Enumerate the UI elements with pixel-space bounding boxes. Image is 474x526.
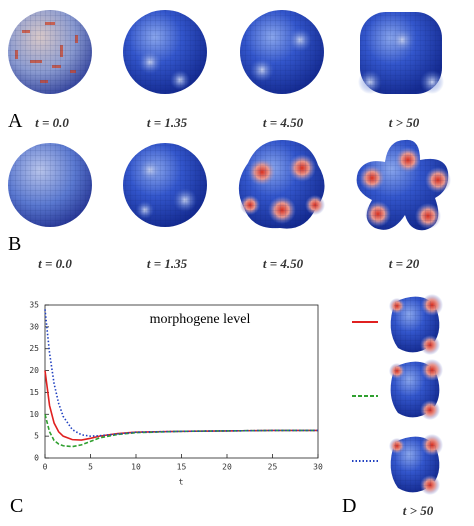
- d-shapes: [389, 294, 443, 495]
- x-tick-label: 20: [222, 463, 232, 472]
- time-label: t > 50: [403, 503, 434, 518]
- panel-label: A: [8, 110, 23, 132]
- row-b-shapes: [8, 139, 451, 231]
- y-tick-label: 0: [34, 454, 39, 463]
- time-label: t = 0.0: [35, 115, 69, 130]
- panel-label: D: [342, 495, 356, 517]
- y-tick-label: 25: [29, 344, 39, 353]
- y-tick-label: 35: [29, 301, 39, 310]
- y-tick-label: 30: [29, 322, 39, 331]
- panel-label: C: [10, 495, 23, 517]
- y-tick-label: 10: [29, 410, 39, 419]
- time-label: t = 20: [389, 256, 420, 271]
- line-chart: morphogene level t 0 5 10 15 20 25 30 35 0 5 10 15 2…: [29, 301, 323, 487]
- x-tick-label: 0: [43, 463, 48, 472]
- panel-label: B: [8, 233, 21, 255]
- time-label: t = 0.0: [38, 256, 72, 271]
- time-label: t > 50: [389, 115, 420, 130]
- y-tick-label: 20: [29, 366, 39, 375]
- annotation: morphogene level: [150, 312, 251, 327]
- x-tick-label: 15: [177, 463, 187, 472]
- x-tick-label: 30: [313, 463, 323, 472]
- time-label: t = 1.35: [147, 256, 188, 271]
- time-label: t = 4.50: [263, 256, 304, 271]
- row-a-shapes: [8, 10, 444, 94]
- series-line: [44, 370, 318, 441]
- time-label: t = 1.35: [147, 115, 188, 130]
- y-tick-label: 5: [34, 432, 39, 441]
- x-axis-label: t: [179, 478, 184, 487]
- y-tick-label: 15: [29, 388, 39, 397]
- time-label: t = 4.50: [263, 115, 304, 130]
- series-line: [44, 309, 318, 437]
- x-tick-label: 5: [88, 463, 93, 472]
- series-line: [44, 414, 318, 448]
- x-tick-label: 25: [268, 463, 278, 472]
- x-tick-label: 10: [131, 463, 141, 472]
- plot-frame: [44, 304, 319, 459]
